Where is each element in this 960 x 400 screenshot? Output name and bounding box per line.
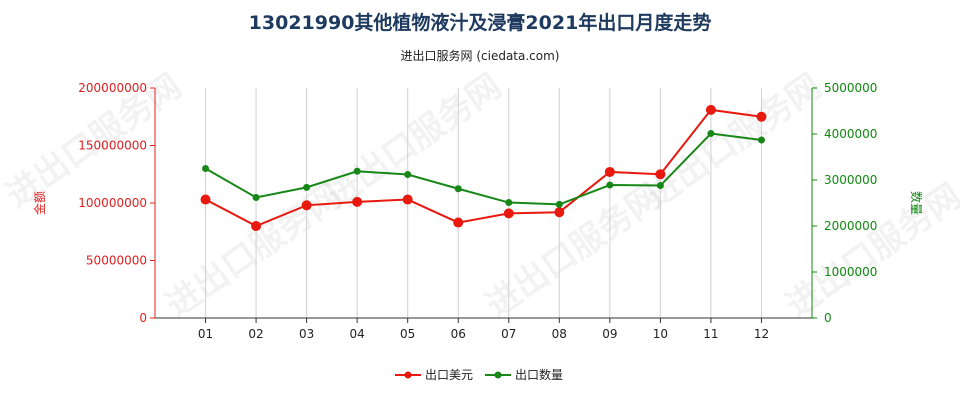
right-axis-tick-label: 4000000 bbox=[824, 127, 877, 141]
data-point-amount bbox=[554, 207, 565, 218]
data-point-amount bbox=[705, 104, 716, 115]
left-axis-tick-label: 150000000 bbox=[78, 139, 147, 153]
legend-swatch-marker bbox=[494, 371, 502, 379]
left-axis-label: 金额 bbox=[32, 191, 47, 215]
x-axis-tick-label: 06 bbox=[451, 327, 466, 341]
watermark-text: 进出口服务网 bbox=[779, 176, 960, 326]
watermark-text: 进出口服务网 bbox=[319, 66, 509, 216]
x-axis-tick-label: 12 bbox=[754, 327, 769, 341]
series-line-amount bbox=[205, 108, 762, 228]
right-axis-tick-label: 5000000 bbox=[824, 81, 877, 95]
right-axis-tick-label: 3000000 bbox=[824, 173, 877, 187]
data-point-quantity bbox=[202, 165, 210, 172]
data-point-amount bbox=[756, 111, 767, 122]
left-axis-tick-label: 200000000 bbox=[78, 81, 147, 95]
watermark-text: 进出口服务网 bbox=[639, 66, 829, 216]
x-axis-tick-label: 03 bbox=[299, 327, 314, 341]
x-axis-tick-label: 08 bbox=[552, 327, 567, 341]
legend-item: 出口数量 bbox=[485, 367, 563, 382]
data-point-amount bbox=[301, 200, 312, 211]
right-axis-tick-label: 2000000 bbox=[824, 219, 877, 233]
data-point-quantity bbox=[656, 182, 664, 190]
data-point-amount bbox=[200, 194, 211, 205]
x-axis-tick-label: 01 bbox=[198, 327, 213, 341]
x-axis-tick-label: 11 bbox=[703, 327, 718, 341]
legend-label: 出口美元 bbox=[425, 368, 473, 382]
right-axis-tick-label: 0 bbox=[824, 311, 832, 325]
x-axis-tick-label: 04 bbox=[350, 327, 365, 341]
data-point-quantity bbox=[353, 167, 361, 175]
data-point-quantity bbox=[757, 136, 765, 144]
data-point-amount bbox=[251, 221, 262, 231]
x-axis-tick-label: 07 bbox=[501, 327, 516, 341]
series-line-quantity bbox=[205, 132, 762, 206]
left-axis-tick-label: 50000000 bbox=[86, 254, 147, 268]
chart-title: 13021990其他植物液汁及浸膏2021年出口月度走势 bbox=[248, 12, 712, 34]
data-point-amount bbox=[453, 217, 464, 228]
data-point-amount bbox=[352, 196, 363, 207]
data-point-quantity bbox=[252, 193, 260, 201]
legend-item: 出口美元 bbox=[395, 368, 473, 382]
data-point-quantity bbox=[505, 199, 513, 207]
x-axis-tick-label: 02 bbox=[248, 327, 263, 341]
data-point-quantity bbox=[303, 183, 311, 191]
x-axis-tick-label: 05 bbox=[400, 327, 415, 341]
right-axis-tick-label: 1000000 bbox=[824, 265, 877, 279]
data-point-quantity bbox=[404, 170, 412, 178]
legend-label: 出口数量 bbox=[515, 367, 563, 382]
x-axis-tick-label: 09 bbox=[602, 327, 617, 341]
data-point-quantity bbox=[707, 130, 715, 138]
data-point-amount bbox=[402, 194, 413, 205]
chart-subtitle: 进出口服务网 (ciedata.com) bbox=[400, 49, 560, 63]
right-axis-label: 数量 bbox=[909, 191, 924, 215]
left-axis-tick-label: 100000000 bbox=[78, 196, 147, 210]
data-point-amount bbox=[604, 166, 615, 177]
left-axis-tick-label: 0 bbox=[139, 311, 147, 325]
data-point-amount bbox=[503, 208, 514, 219]
legend-swatch-marker bbox=[404, 371, 412, 379]
x-axis-tick-label: 10 bbox=[653, 327, 668, 341]
data-point-quantity bbox=[454, 185, 462, 193]
data-point-amount bbox=[655, 169, 666, 180]
data-point-quantity bbox=[606, 181, 614, 189]
data-point-quantity bbox=[555, 200, 563, 208]
